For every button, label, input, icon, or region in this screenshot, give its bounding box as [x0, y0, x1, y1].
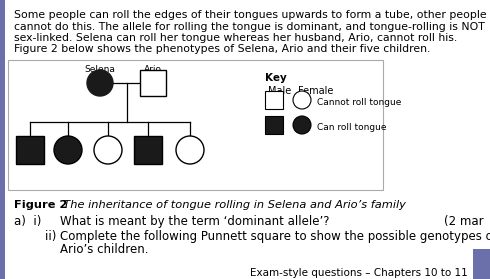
Text: Figure 2 below shows the phenotypes of Selena, Ario and their five children.: Figure 2 below shows the phenotypes of S… [14, 44, 430, 54]
Text: Complete the following Punnett square to show the possible genotypes of Selena a: Complete the following Punnett square to… [60, 230, 490, 243]
Text: (2 mar: (2 mar [444, 215, 484, 228]
Bar [140, 70, 166, 96]
Circle shape [87, 70, 113, 96]
Circle shape [176, 136, 204, 164]
Circle shape [293, 116, 311, 134]
Text: a)  i): a) i) [14, 215, 41, 228]
Circle shape [293, 91, 311, 109]
Text: Cannot roll tongue: Cannot roll tongue [317, 98, 401, 107]
Text: Male: Male [268, 86, 291, 96]
Text: Key: Key [265, 73, 287, 83]
Text: Female: Female [298, 86, 333, 96]
Bar [0, 0, 5, 279]
Text: Exam-style questions – Chapters 10 to 11: Exam-style questions – Chapters 10 to 11 [250, 268, 468, 278]
Text: cannot do this. The allele for rolling the tongue is dominant, and tongue-rollin: cannot do this. The allele for rolling t… [14, 21, 485, 32]
Bar [473, 249, 490, 279]
Bar [265, 91, 283, 109]
Text: Ario’s children.: Ario’s children. [60, 243, 148, 256]
Text: ii): ii) [30, 230, 56, 243]
Bar [265, 116, 283, 134]
Text: Can roll tongue: Can roll tongue [317, 123, 387, 132]
Text: The inheritance of tongue rolling in Selena and Ario’s family: The inheritance of tongue rolling in Sel… [56, 200, 406, 210]
Bar [134, 136, 162, 164]
Text: Selena: Selena [85, 65, 116, 74]
Circle shape [94, 136, 122, 164]
Text: Some people can roll the edges of their tongues upwards to form a tube, other pe: Some people can roll the edges of their … [14, 10, 487, 20]
Text: Figure 2: Figure 2 [14, 200, 67, 210]
Bar [8, 60, 383, 190]
Circle shape [54, 136, 82, 164]
Text: What is meant by the term ‘dominant allele’?: What is meant by the term ‘dominant alle… [60, 215, 329, 228]
Text: sex-linked. Selena can roll her tongue whereas her husband, Ario, cannot roll hi: sex-linked. Selena can roll her tongue w… [14, 33, 457, 43]
Text: Ario: Ario [144, 65, 162, 74]
Bar [16, 136, 44, 164]
